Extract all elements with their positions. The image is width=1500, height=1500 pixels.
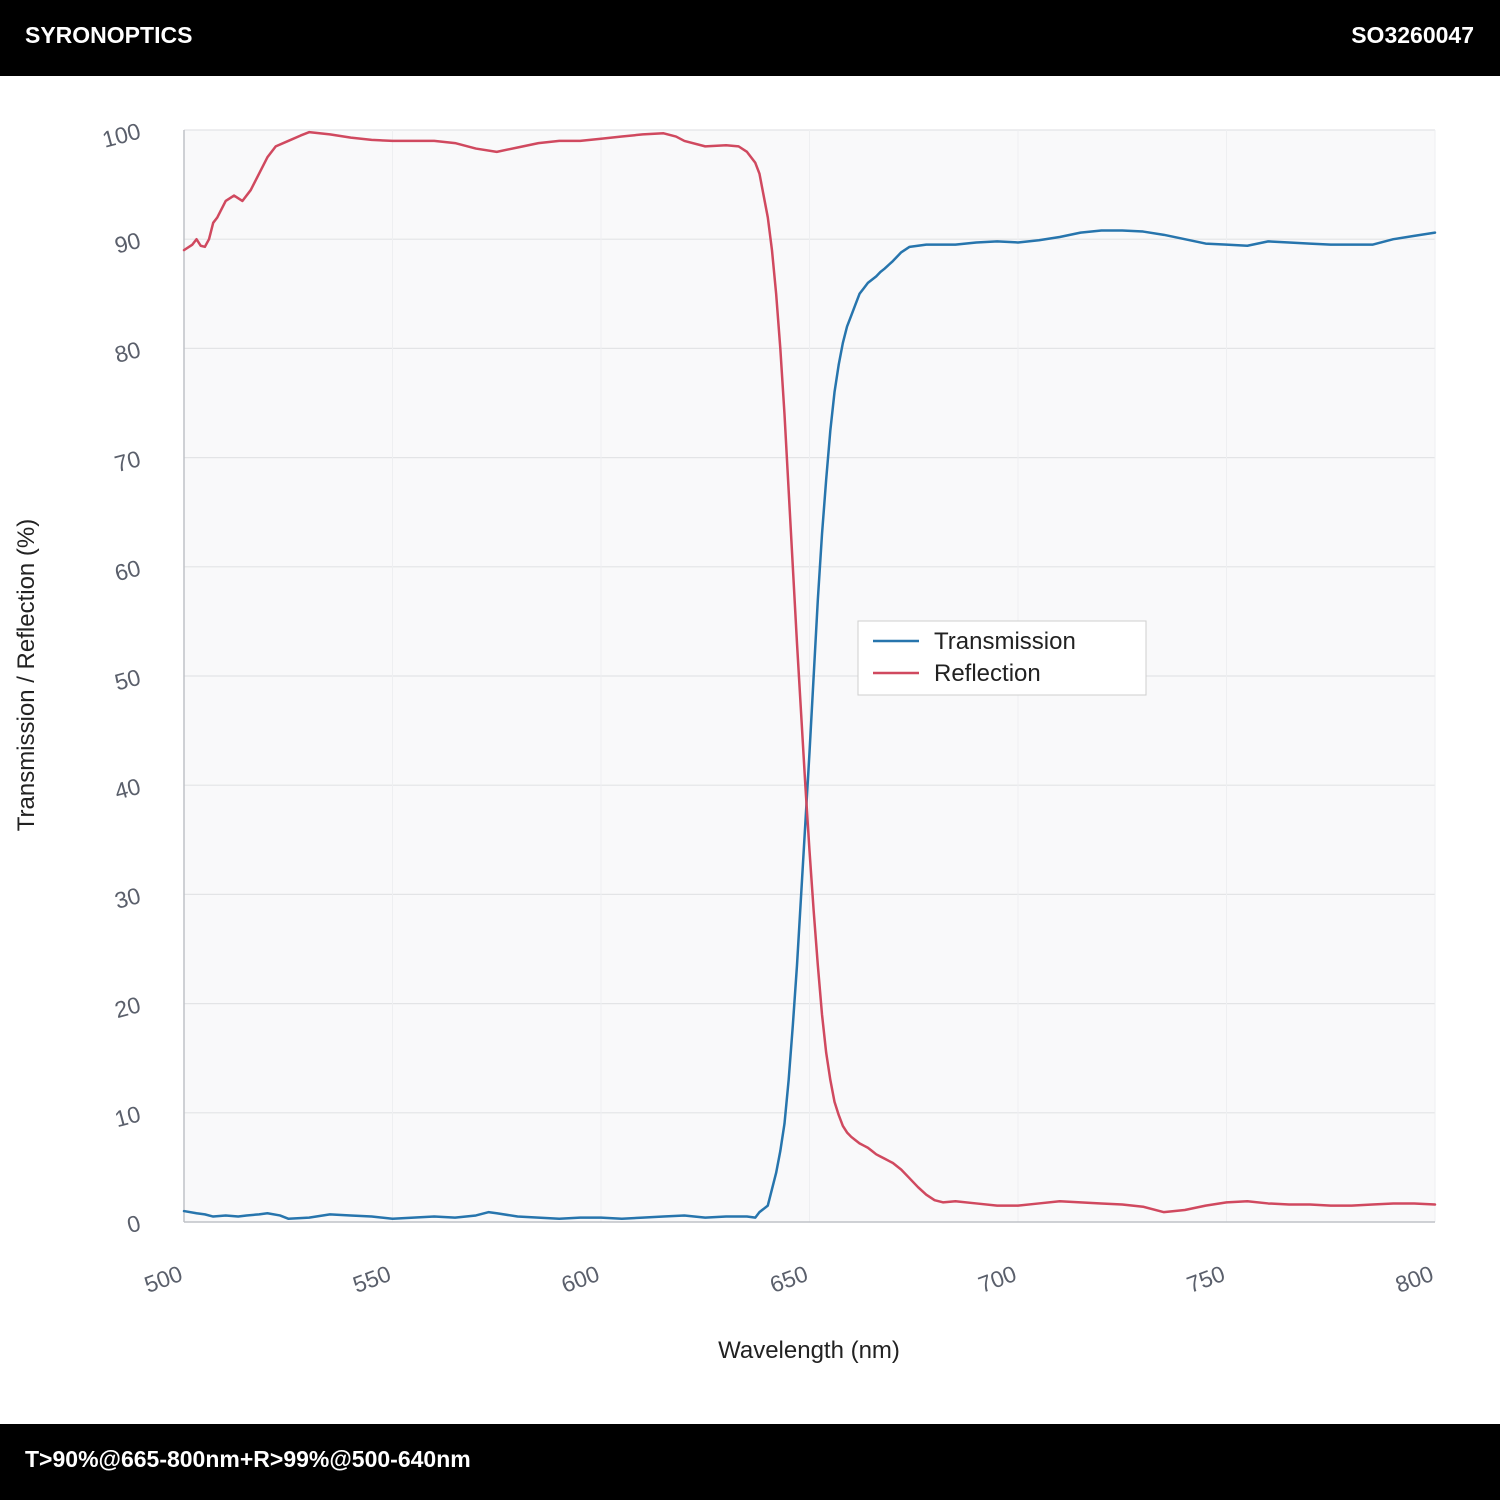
x-tick-label: 750 <box>1183 1260 1228 1298</box>
legend-label-reflection: Reflection <box>934 660 1041 687</box>
x-tick-label: 700 <box>975 1260 1020 1298</box>
y-tick-label: 40 <box>112 773 143 805</box>
x-tick-label: 800 <box>1392 1260 1437 1298</box>
y-tick-label: 80 <box>112 336 143 368</box>
grid-lines <box>184 129 1436 1222</box>
header-bar: SYRONOPTICS SO3260047 <box>0 0 1500 76</box>
y-tick-label: 60 <box>112 555 143 587</box>
x-tick-label: 500 <box>141 1260 186 1298</box>
x-axis-title: Wavelength (nm) <box>718 1337 900 1364</box>
y-tick-label: 10 <box>112 1101 143 1133</box>
y-tick-label: 0 <box>124 1210 143 1238</box>
spectrum-chart: 0 10 20 30 40 50 60 70 80 90 100 500 550 600 650 700 750… <box>13 118 1437 1364</box>
y-tick-label: 30 <box>112 882 143 914</box>
x-tick-label: 650 <box>766 1260 811 1298</box>
footer-bar: T>90%@665-800nm+R>99%@500-640nm <box>0 1424 1500 1500</box>
y-tick-label: 100 <box>99 118 143 153</box>
x-tick-label: 600 <box>558 1260 603 1298</box>
legend-label-transmission: Transmission <box>934 628 1076 655</box>
series-line-reflection <box>182 130 1437 1214</box>
series-lines <box>182 130 1437 1220</box>
series-line-transmission <box>182 229 1437 1220</box>
legend-box <box>857 620 1147 696</box>
y-tick-label: 20 <box>112 991 143 1023</box>
spec-text: T>90%@665-800nm+R>99%@500-640nm <box>25 1446 471 1472</box>
y-tick-label: 70 <box>112 445 143 477</box>
y-tick-label: 90 <box>112 227 143 259</box>
legend: Transmission Reflection <box>857 620 1147 696</box>
brand-name: SYRONOPTICS <box>25 22 193 48</box>
y-axis-title: Transmission / Reflection (%) <box>13 519 40 832</box>
y-tick-label: 50 <box>112 664 143 696</box>
product-code: SO3260047 <box>1351 22 1474 48</box>
axes <box>183 130 1435 1223</box>
x-tick-label: 550 <box>349 1260 394 1298</box>
